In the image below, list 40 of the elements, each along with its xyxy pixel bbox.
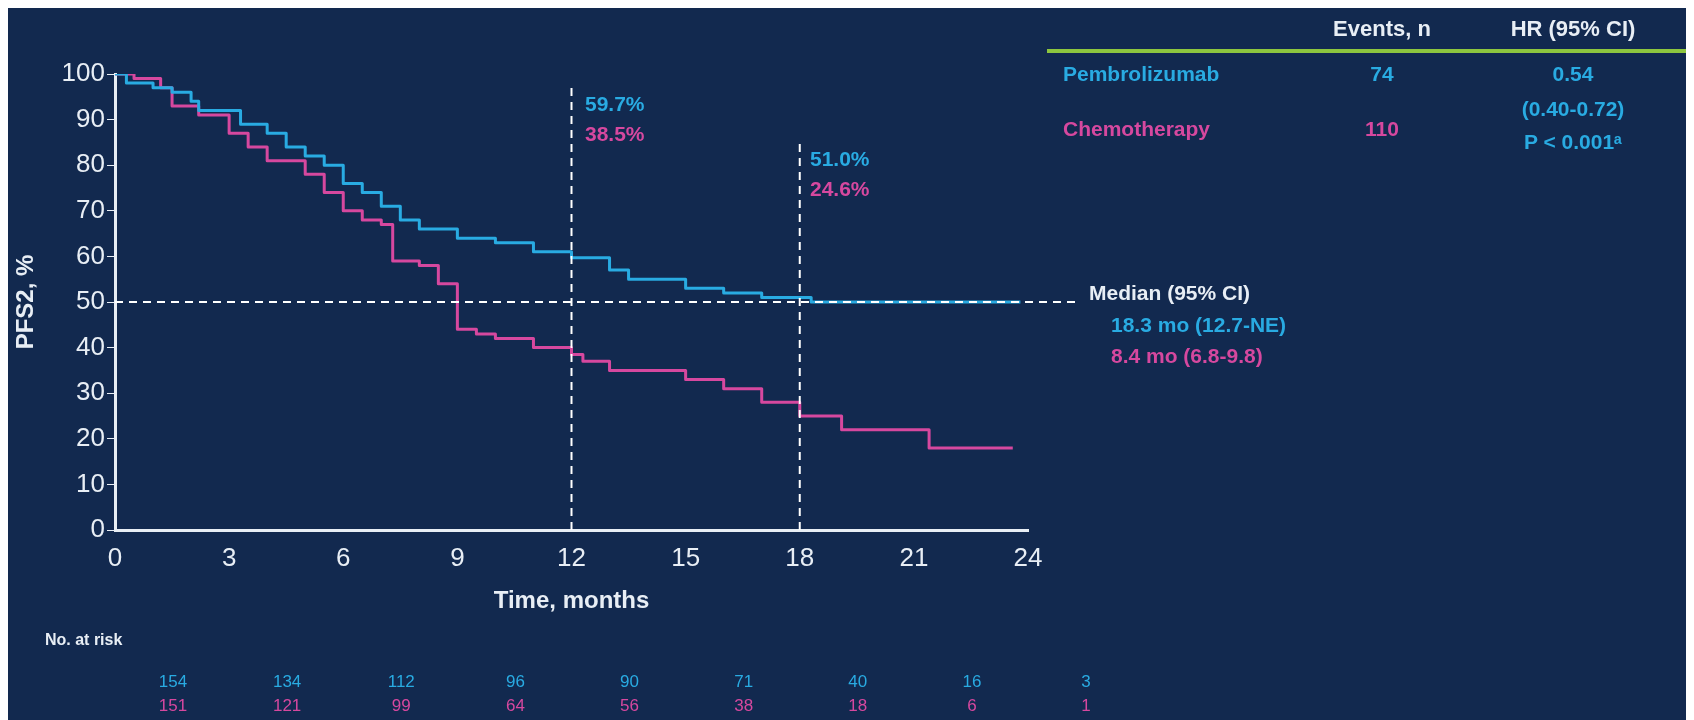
x-tick-label: 15 — [671, 541, 701, 572]
x-tick-label: 3 — [221, 541, 237, 572]
text: 18.3 mo (12.7-NE) — [1111, 312, 1287, 336]
y-tick-label: 10 — [76, 467, 105, 498]
text: 154 134 112 96 90 71 40 16 3 — [158, 671, 1091, 691]
text: Median (95% CI) — [1089, 280, 1251, 304]
y-tick-label: 40 — [76, 330, 105, 361]
y-tick-label: 30 — [76, 376, 105, 407]
text: (0.40-0.72) — [1521, 96, 1625, 120]
y-tick-label: 50 — [76, 285, 105, 316]
text: Chemotherapy — [1063, 116, 1211, 140]
y-tick-label: 90 — [76, 102, 105, 133]
annotation: 24.6% — [810, 176, 870, 200]
annotation: 38.5% — [585, 121, 645, 145]
text: No. at risk — [45, 631, 123, 649]
y-tick-label: 80 — [76, 148, 105, 179]
x-axis-title: Time, months — [493, 586, 650, 614]
text: 0.54 — [1552, 61, 1594, 85]
y-tick-label: 0 — [90, 513, 105, 544]
x-tick-label: 12 — [557, 541, 586, 572]
text: 110 — [1365, 116, 1399, 140]
x-tick-label: 9 — [450, 541, 465, 572]
annotation: 59.7% — [585, 91, 645, 115]
text: 151 121 99 64 56 38 18 6 1 — [158, 695, 1091, 715]
text: 74 — [1370, 61, 1394, 85]
x-tick-label: 18 — [785, 541, 815, 572]
y-tick-label: 100 — [61, 57, 105, 88]
y-tick-label: 20 — [76, 421, 105, 452]
annotation: 51.0% — [810, 146, 870, 170]
text: Pembrolizumab — [1063, 61, 1220, 85]
y-tick-label: 60 — [76, 239, 105, 270]
y-tick-label: 70 — [76, 193, 105, 224]
text: Events, n — [1333, 16, 1431, 42]
text: HR (95% CI) — [1510, 16, 1636, 42]
x-tick-label: 6 — [336, 541, 351, 572]
x-tick-label: 24 — [1013, 541, 1043, 572]
y-axis-title: PFS2, % — [11, 254, 39, 350]
x-tick-label: 21 — [899, 541, 929, 572]
text: 8.4 mo (6.8-9.8) — [1111, 343, 1263, 367]
text: P < 0.001ᵃ — [1523, 129, 1623, 153]
